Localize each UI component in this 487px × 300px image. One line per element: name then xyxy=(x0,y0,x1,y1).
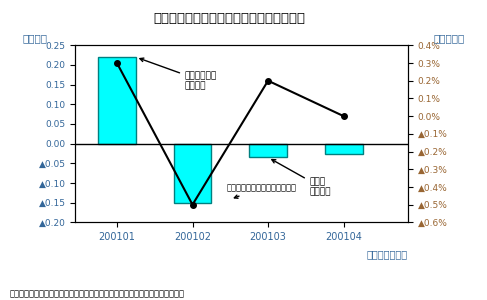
Text: （年・四半期）: （年・四半期） xyxy=(367,249,408,259)
Text: 家電リサイクル法による民間消費への影響: 家電リサイクル法による民間消費への影響 xyxy=(153,12,305,25)
Text: 反動減
（兆円）: 反動減 （兆円） xyxy=(272,160,331,197)
Bar xyxy=(98,57,136,144)
Text: （兆円）: （兆円） xyxy=(22,34,47,44)
Text: （前期比）: （前期比） xyxy=(433,34,464,44)
Bar xyxy=(173,144,211,203)
Text: 駆け込み需要
（兆円）: 駆け込み需要 （兆円） xyxy=(140,58,217,90)
Bar xyxy=(249,144,287,158)
Text: 前期比ベースの影響（右目盛）: 前期比ベースの影響（右目盛） xyxy=(226,183,297,198)
Bar xyxy=(325,144,362,154)
Text: （注）総務省「家計調査」、内閣府「国民所得統計速報」等から当研究所推計: （注）総務省「家計調査」、内閣府「国民所得統計速報」等から当研究所推計 xyxy=(10,290,185,298)
